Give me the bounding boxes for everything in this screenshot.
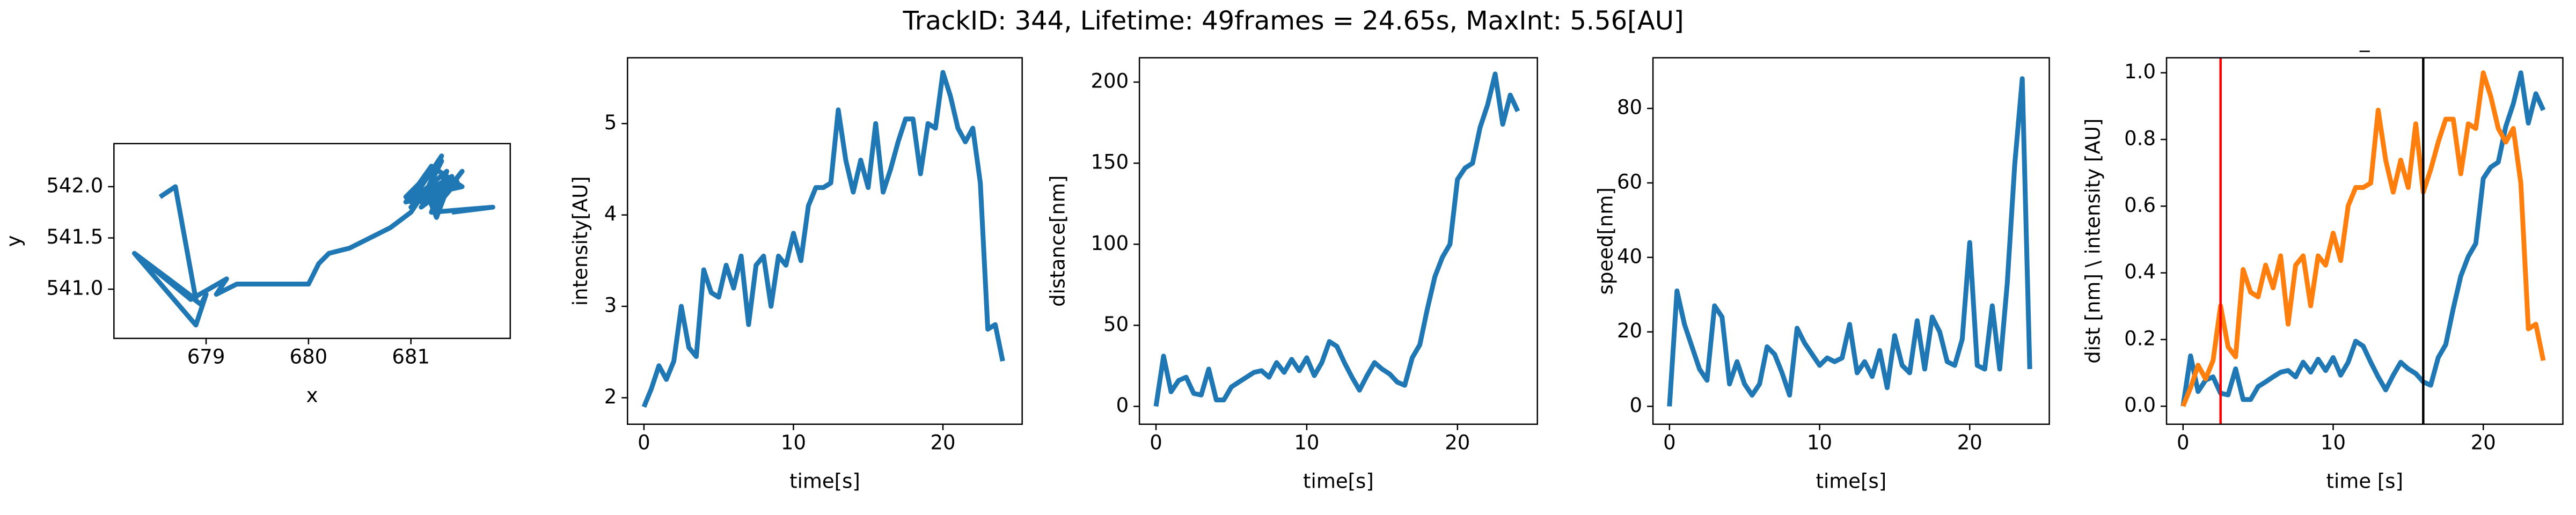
x-tick-label: 0: [1150, 431, 1162, 454]
x-tick-label: 679: [187, 345, 225, 368]
x-axis-label: time[s]: [789, 469, 860, 492]
y-tick-label: 3: [604, 294, 617, 317]
y-tick-label: 1.0: [2124, 60, 2156, 83]
x-axis-label: x: [306, 384, 318, 407]
y-axis-label: speed[nm]: [1594, 187, 1618, 295]
x-axis-label: time [s]: [2326, 469, 2404, 492]
x-tick-label: 20: [1445, 431, 1470, 454]
axes-frame: [1138, 57, 1538, 425]
y-tick-label: 4: [604, 202, 617, 225]
axes-title: _: [2359, 29, 2370, 52]
data-line: [1153, 71, 1520, 407]
figure-title: TrackID: 344, Lifetime: 49frames = 24.65…: [902, 6, 1684, 36]
y-tick-label: 0.0: [2124, 394, 2156, 417]
data-line: [132, 153, 495, 328]
y-tick-label: 0.8: [2124, 127, 2156, 150]
x-tick-label: 681: [392, 345, 430, 368]
axes-frame: [1652, 57, 2050, 425]
y-tick-label: 100: [1091, 232, 1129, 255]
y-tick-label: 20: [1617, 319, 1642, 342]
data-line: [1667, 76, 2032, 407]
y-tick-label: 0.4: [2124, 260, 2156, 283]
y-tick-label: 50: [1103, 313, 1129, 336]
y-tick-label: 0: [1116, 394, 1129, 417]
y-tick-label: 542.0: [46, 174, 103, 197]
y-tick-label: 2: [604, 385, 617, 408]
y-axis-label: intensity[AU]: [569, 176, 592, 306]
x-tick-label: 0: [638, 431, 650, 454]
axes-frame: [113, 143, 511, 340]
data-line: [2180, 70, 2546, 407]
x-tick-label: 10: [1294, 431, 1319, 454]
y-axis-label: dist [nm] \ intensity [AU]: [2082, 119, 2105, 364]
x-tick-label: 680: [290, 345, 328, 368]
y-tick-label: 80: [1617, 96, 1642, 119]
x-tick-label: 20: [2471, 431, 2496, 454]
y-tick-label: 200: [1091, 70, 1129, 93]
y-tick-label: 0.2: [2124, 327, 2156, 350]
x-tick-label: 20: [1957, 431, 1982, 454]
data-line: [2180, 70, 2546, 407]
y-tick-label: 40: [1617, 245, 1642, 268]
y-axis-label: distance[nm]: [1046, 175, 1070, 307]
x-tick-label: 0: [2177, 431, 2190, 454]
x-tick-label: 10: [2321, 431, 2346, 454]
x-tick-label: 0: [1663, 431, 1676, 454]
x-axis-label: time[s]: [1816, 469, 1886, 492]
y-tick-label: 541.0: [46, 277, 103, 300]
y-tick-label: 0: [1630, 394, 1643, 417]
x-axis-label: time[s]: [1303, 469, 1374, 492]
data-line: [641, 70, 1005, 408]
axes-frame: [2165, 57, 2564, 425]
y-tick-label: 150: [1091, 151, 1129, 174]
y-tick-label: 541.5: [46, 225, 103, 248]
y-axis-label: y: [2, 235, 25, 247]
axes-frame: [627, 57, 1023, 425]
x-tick-label: 20: [930, 431, 955, 454]
x-tick-label: 10: [781, 431, 806, 454]
x-tick-label: 10: [1807, 431, 1832, 454]
y-tick-label: 60: [1617, 170, 1642, 193]
y-tick-label: 0.6: [2124, 194, 2156, 217]
y-tick-label: 5: [604, 111, 617, 134]
